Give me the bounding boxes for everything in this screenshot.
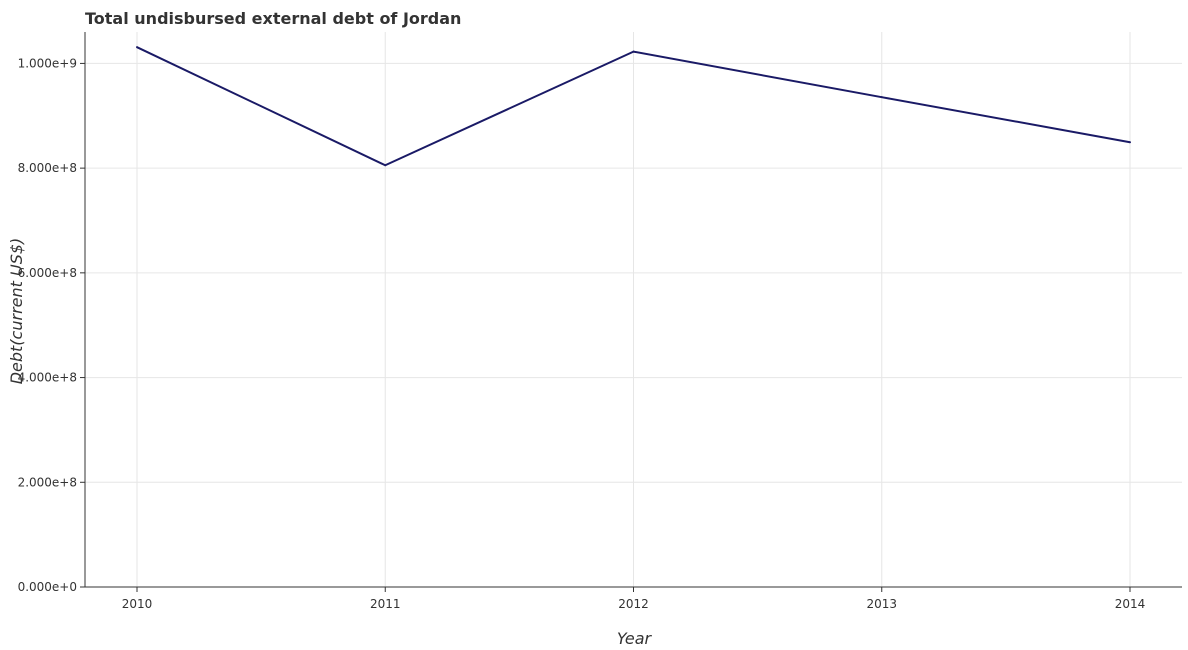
x-tick-label: 2013	[866, 597, 897, 611]
tick-labels: 2010 2011 2012 2013 2014 0.000e+0 2.000e+8 4.00…	[18, 56, 1146, 611]
y-tick-label: 1.000e+9	[18, 56, 77, 70]
chart-title: Total undisbursed external debt of Jorda…	[85, 9, 461, 28]
x-tick-label: 2014	[1115, 597, 1146, 611]
series	[136, 46, 1131, 167]
data-point	[136, 46, 138, 49]
grid	[85, 32, 1182, 588]
y-tick-label: 0.000e+0	[18, 580, 77, 594]
x-tick-label: 2011	[370, 597, 401, 611]
x-tick-label: 2010	[122, 597, 153, 611]
data-point	[632, 50, 635, 53]
y-tick-label: 6.000e+8	[18, 266, 77, 280]
y-tick-label: 8.000e+8	[18, 161, 77, 175]
y-tick-label: 4.000e+8	[18, 371, 77, 385]
x-tick-label: 2012	[618, 597, 649, 611]
axes	[80, 32, 1182, 592]
y-axis-label: Debt(current US$)	[7, 238, 26, 385]
data-point	[880, 96, 883, 99]
y-tick-label: 2.000e+8	[18, 475, 77, 489]
data-point	[1129, 141, 1131, 144]
data-point	[384, 164, 387, 167]
x-axis-label: Year	[617, 629, 653, 648]
